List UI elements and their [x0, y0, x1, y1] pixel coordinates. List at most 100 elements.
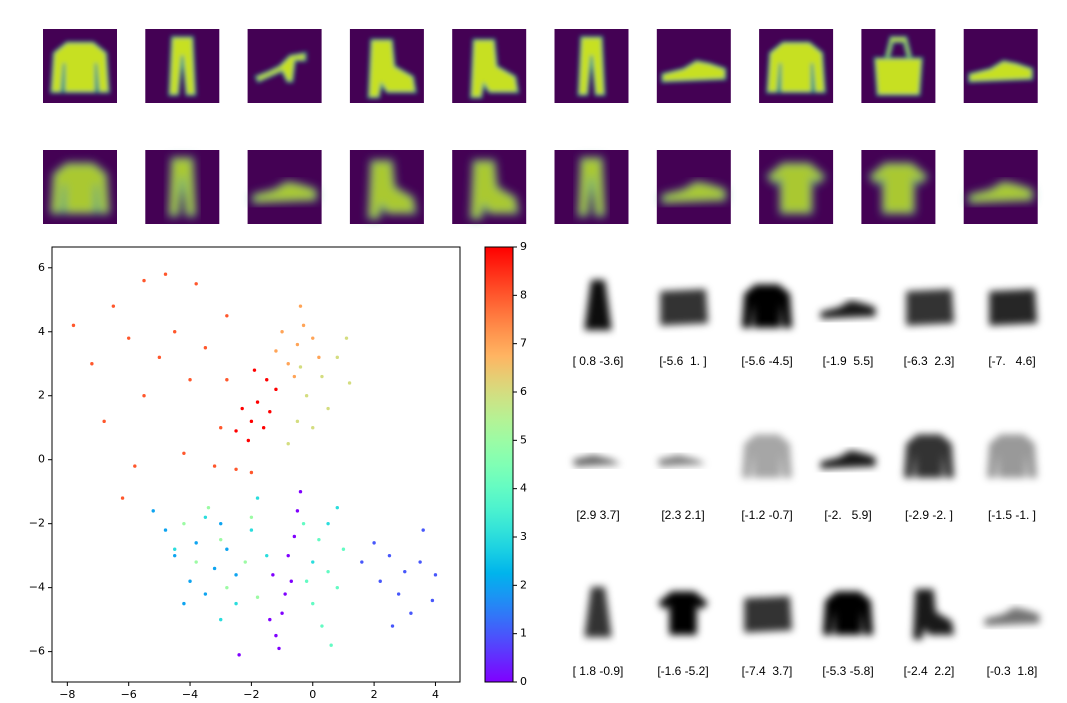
image-tile [759, 150, 834, 224]
point [286, 442, 290, 446]
colorbar-tick-label: 0 [520, 675, 527, 688]
garment [657, 455, 706, 467]
point [163, 528, 168, 532]
image-tile [656, 150, 731, 224]
point [341, 547, 346, 551]
y-tick-label: 6 [38, 261, 45, 274]
point [219, 426, 223, 430]
sample-label: [-5.6 1. ] [659, 354, 706, 368]
point [317, 537, 321, 542]
point [249, 528, 254, 532]
garment [913, 589, 955, 640]
garment [984, 607, 1040, 626]
point [188, 579, 192, 583]
image-tile [660, 289, 709, 326]
y-tick-label: 2 [38, 389, 45, 402]
garment [822, 591, 874, 635]
point [203, 592, 208, 596]
sample-label: [-0.3 1.8] [987, 664, 1038, 678]
image-tile [984, 607, 1040, 626]
point [225, 314, 229, 318]
image-tile [657, 455, 706, 467]
point [403, 569, 407, 574]
garment [765, 41, 827, 94]
point [237, 653, 241, 657]
point [252, 368, 257, 372]
image-tile [452, 29, 527, 103]
point [219, 537, 223, 542]
point [246, 438, 251, 443]
sample-label: [ 1.8 -0.9] [573, 664, 624, 678]
garment [906, 289, 955, 326]
x-tick-label: 4 [432, 688, 439, 701]
colorbar-tick-label: 1 [520, 627, 527, 640]
y-tick-label: −6 [29, 645, 45, 658]
point [360, 560, 364, 564]
garment [469, 159, 520, 220]
point [326, 569, 330, 574]
point [249, 515, 254, 519]
point [240, 406, 244, 411]
point [203, 346, 208, 350]
garment [367, 159, 418, 220]
image-tile [741, 434, 793, 478]
point [298, 365, 303, 369]
point [326, 521, 330, 526]
point [142, 278, 146, 283]
garment [989, 289, 1038, 326]
image-tile [452, 150, 527, 224]
point [283, 592, 287, 596]
point [311, 336, 315, 340]
x-tick-label: −6 [121, 688, 137, 701]
point [173, 330, 177, 334]
point [219, 521, 223, 526]
image-tile [349, 29, 424, 103]
image-tile [744, 596, 793, 633]
garment [49, 162, 111, 215]
garment [167, 156, 197, 218]
point [317, 355, 321, 360]
sample-label: [-5.3 -5.8] [822, 664, 873, 678]
sample-label: [-1.9 5.5] [823, 354, 874, 368]
point [396, 592, 401, 596]
sample-label: [-2.4 2.2] [904, 664, 955, 678]
point [430, 598, 435, 603]
point [295, 419, 300, 424]
point [292, 534, 297, 539]
y-tick-label: −4 [29, 581, 45, 594]
garment [469, 38, 520, 99]
point [120, 496, 125, 500]
point [311, 426, 315, 430]
image-tile [903, 434, 955, 478]
point [163, 272, 168, 276]
point [301, 323, 306, 328]
image-tile [554, 29, 629, 103]
point [225, 547, 229, 551]
garment [741, 284, 793, 328]
colorbar-tick-label: 3 [520, 530, 527, 543]
image-tile [861, 150, 936, 224]
point [311, 560, 315, 564]
colorbar-tick-label: 5 [520, 433, 527, 446]
garment [903, 434, 955, 478]
sample-label: [-1.6 -5.2] [657, 664, 708, 678]
image-tile [572, 455, 621, 467]
point [320, 374, 324, 379]
garment [820, 450, 876, 469]
point [274, 387, 278, 392]
point [387, 553, 392, 558]
point [329, 643, 333, 647]
image-tile [656, 29, 731, 103]
point [203, 515, 208, 519]
point [151, 509, 155, 513]
sample-label: [-2.9 -2. ] [905, 508, 953, 522]
point [409, 611, 413, 615]
sample-label: [-2. 5.9] [824, 508, 871, 522]
point [255, 496, 260, 500]
point [249, 470, 254, 475]
point [182, 521, 186, 526]
point [182, 451, 186, 456]
point [320, 624, 324, 628]
